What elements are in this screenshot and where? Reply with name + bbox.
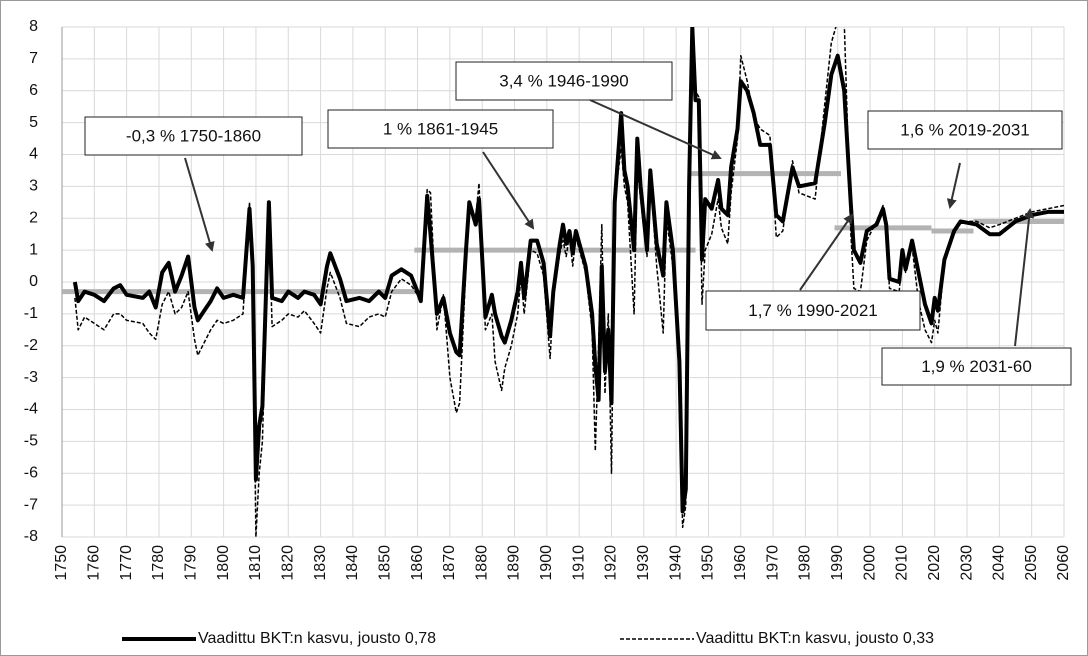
y-tick-label: -6 xyxy=(24,464,38,481)
x-tick-label: 1900 xyxy=(538,545,555,581)
y-tick-label: -8 xyxy=(24,528,38,545)
annotation-arrow xyxy=(1014,208,1035,347)
x-tick-label: 1780 xyxy=(150,545,167,581)
annotation-box xyxy=(327,109,554,149)
x-tick-label: 1820 xyxy=(279,545,296,581)
plot-lines xyxy=(62,27,1064,537)
annotation-arrow xyxy=(482,151,535,230)
y-tick-label: -7 xyxy=(24,496,38,513)
annotation-box xyxy=(455,61,673,101)
y-tick-label: -1 xyxy=(24,305,38,322)
y-tick-label: 8 xyxy=(29,18,38,35)
x-tick-label: 1870 xyxy=(441,545,458,581)
x-tick-label: 2060 xyxy=(1055,545,1072,581)
annotation-label: 1,7 % 1990-2021 xyxy=(748,301,878,320)
y-tick-label: 3 xyxy=(29,178,38,195)
x-tick-label: 1980 xyxy=(797,545,814,581)
y-tick-label: 7 xyxy=(29,50,38,67)
x-tick-label: 1750 xyxy=(53,545,70,581)
y-tick-label: 6 xyxy=(29,82,38,99)
series-line xyxy=(72,27,1064,514)
y-tick-label: 0 xyxy=(29,273,38,290)
x-tick-label: 1920 xyxy=(603,545,620,581)
x-tick-label: 1770 xyxy=(118,545,135,581)
x-tick-label: 1930 xyxy=(635,545,652,581)
x-tick-label: 1860 xyxy=(409,545,426,581)
y-tick-label: -4 xyxy=(24,401,38,418)
x-tick-label: 1960 xyxy=(732,545,749,581)
x-tick-label: 1830 xyxy=(312,545,329,581)
y-tick-label: 1 xyxy=(29,241,38,258)
x-tick-label: 1760 xyxy=(86,545,103,581)
x-tick-label: 1840 xyxy=(344,545,361,581)
y-tick-label: -5 xyxy=(24,433,38,450)
x-tick-label: 1940 xyxy=(667,545,684,581)
x-tick-label: 1970 xyxy=(764,545,781,581)
y-tick-label: -3 xyxy=(24,369,38,386)
x-tick-label: 1880 xyxy=(473,545,490,581)
annotation-label: 3,4 % 1946-1990 xyxy=(499,71,629,90)
annotation-label: 1,6 % 2019-2031 xyxy=(900,120,1030,139)
annotation-arrow xyxy=(946,162,961,209)
x-tick-label: 1950 xyxy=(700,545,717,581)
legend-label: Vaadittu BKT:n kasvu, jousto 0,78 xyxy=(198,630,436,647)
annotation-label: 1,9 % 2031-60 xyxy=(921,357,1032,376)
y-tick-label: 5 xyxy=(29,114,38,131)
annotation-label: -0,3 % 1750-1860 xyxy=(126,126,261,145)
y-tick-label: -2 xyxy=(24,337,38,354)
legend-label: Vaadittu BKT:n kasvu, jousto 0,33 xyxy=(696,630,934,647)
x-tick-label: 1850 xyxy=(376,545,393,581)
annotation-box xyxy=(705,290,921,331)
x-tick-label: 2020 xyxy=(926,545,943,581)
annotation-arrow xyxy=(589,99,722,160)
annotation-box xyxy=(881,347,1072,386)
x-tick-label: 2000 xyxy=(861,545,878,581)
x-tick-label: 2040 xyxy=(991,545,1008,581)
annotation-box xyxy=(84,116,303,156)
x-tick-label: 1800 xyxy=(215,545,232,581)
x-tick-label: 2010 xyxy=(894,545,911,581)
annotation-arrow xyxy=(184,157,215,252)
y-tick-label: 4 xyxy=(29,146,38,163)
annotation-box xyxy=(867,110,1063,150)
annotation-label: 1 % 1861-1945 xyxy=(383,119,498,138)
x-tick-label: 2050 xyxy=(1023,545,1040,581)
x-tick-label: 1910 xyxy=(570,545,587,581)
x-tick-label: 2030 xyxy=(958,545,975,581)
y-tick-label: 2 xyxy=(29,209,38,226)
x-tick-label: 1990 xyxy=(829,545,846,581)
annotation-arrow xyxy=(799,213,854,291)
x-tick-label: 1810 xyxy=(247,545,264,581)
x-tick-label: 1790 xyxy=(183,545,200,581)
x-tick-label: 1890 xyxy=(506,545,523,581)
series-line xyxy=(74,27,1064,537)
